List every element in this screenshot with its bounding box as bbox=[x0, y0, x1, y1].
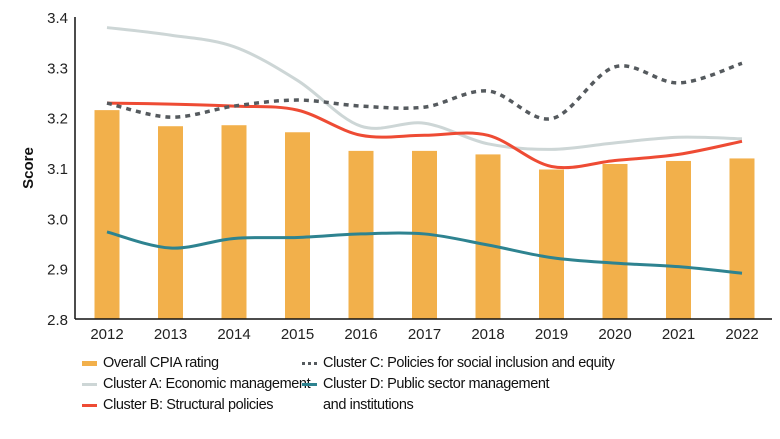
bar-2012 bbox=[94, 110, 120, 319]
x-tick-label: 2015 bbox=[281, 326, 314, 343]
legend-swatch-cluster-b bbox=[82, 403, 97, 407]
x-tick-label: 2022 bbox=[725, 326, 758, 343]
y-tick-label: 2.9 bbox=[47, 262, 68, 279]
legend-label-cluster-d-line2: and institutions bbox=[323, 397, 414, 413]
x-tick-label: 2020 bbox=[598, 326, 631, 343]
legend-item-cluster-c: Cluster C: Policies for social inclusion… bbox=[302, 355, 615, 371]
legend-label-cluster-d: Cluster D: Public sector management bbox=[323, 376, 550, 392]
x-tick-label: 2016 bbox=[344, 326, 377, 343]
legend-label-cluster-b: Cluster B: Structural policies bbox=[103, 397, 274, 413]
series-line-2 bbox=[106, 101, 743, 170]
legend-swatch-cluster-d bbox=[302, 382, 317, 386]
legend-item-cluster-b: Cluster B: Structural policies bbox=[82, 397, 274, 413]
bars bbox=[94, 110, 755, 320]
series-line-1 bbox=[106, 26, 743, 151]
bar-2018 bbox=[475, 154, 501, 319]
bar-2015 bbox=[285, 132, 310, 319]
x-tick-label: 2013 bbox=[154, 326, 187, 343]
legend-swatch-cluster-a bbox=[82, 382, 97, 386]
y-tick-label: 3.2 bbox=[47, 111, 68, 128]
series-line-3 bbox=[106, 61, 743, 121]
lines bbox=[106, 26, 743, 275]
legend-item-overall: Overall CPIA rating bbox=[82, 355, 219, 371]
legend-label-cluster-a: Cluster A: Economic management bbox=[103, 376, 311, 392]
legend-label-overall: Overall CPIA rating bbox=[103, 355, 219, 371]
legend-swatch-overall bbox=[82, 360, 97, 366]
y-tick-label: 3.3 bbox=[47, 60, 68, 77]
bar-2014 bbox=[221, 125, 247, 319]
legend-item-cluster-d: Cluster D: Public sector management bbox=[302, 376, 550, 392]
bar-2013 bbox=[158, 126, 183, 320]
legend-label-cluster-c: Cluster C: Policies for social inclusion… bbox=[323, 355, 615, 371]
bar-2020 bbox=[602, 163, 628, 319]
x-tick-label: 2017 bbox=[408, 326, 441, 343]
legend-item-cluster-d-cont: and institutions bbox=[323, 397, 414, 413]
x-tick-label: 2019 bbox=[535, 326, 568, 343]
bar-2022 bbox=[729, 158, 755, 319]
legend-swatch-cluster-c bbox=[302, 361, 317, 365]
bar-2021 bbox=[666, 160, 691, 319]
x-tick-label: 2021 bbox=[662, 326, 695, 343]
y-tick-label: 3.4 bbox=[47, 10, 68, 27]
bar-2019 bbox=[539, 169, 564, 319]
y-tick-label: 2.8 bbox=[47, 312, 68, 329]
x-tick-label: 2012 bbox=[90, 326, 123, 343]
y-tick-label: 3.1 bbox=[47, 161, 68, 178]
y-tick-label: 3.0 bbox=[47, 211, 68, 228]
x-tick-label: 2018 bbox=[471, 326, 504, 343]
y-axis-label: Score bbox=[20, 147, 37, 189]
x-tick-label: 2014 bbox=[217, 326, 250, 343]
legend-item-cluster-a: Cluster A: Economic management bbox=[82, 376, 311, 392]
chart: 2.8 2.9 3.0 3.1 3.2 3.3 3.4 2012 2013 2014 2015 20… bbox=[20, 10, 772, 343]
series-line-4 bbox=[106, 230, 743, 275]
